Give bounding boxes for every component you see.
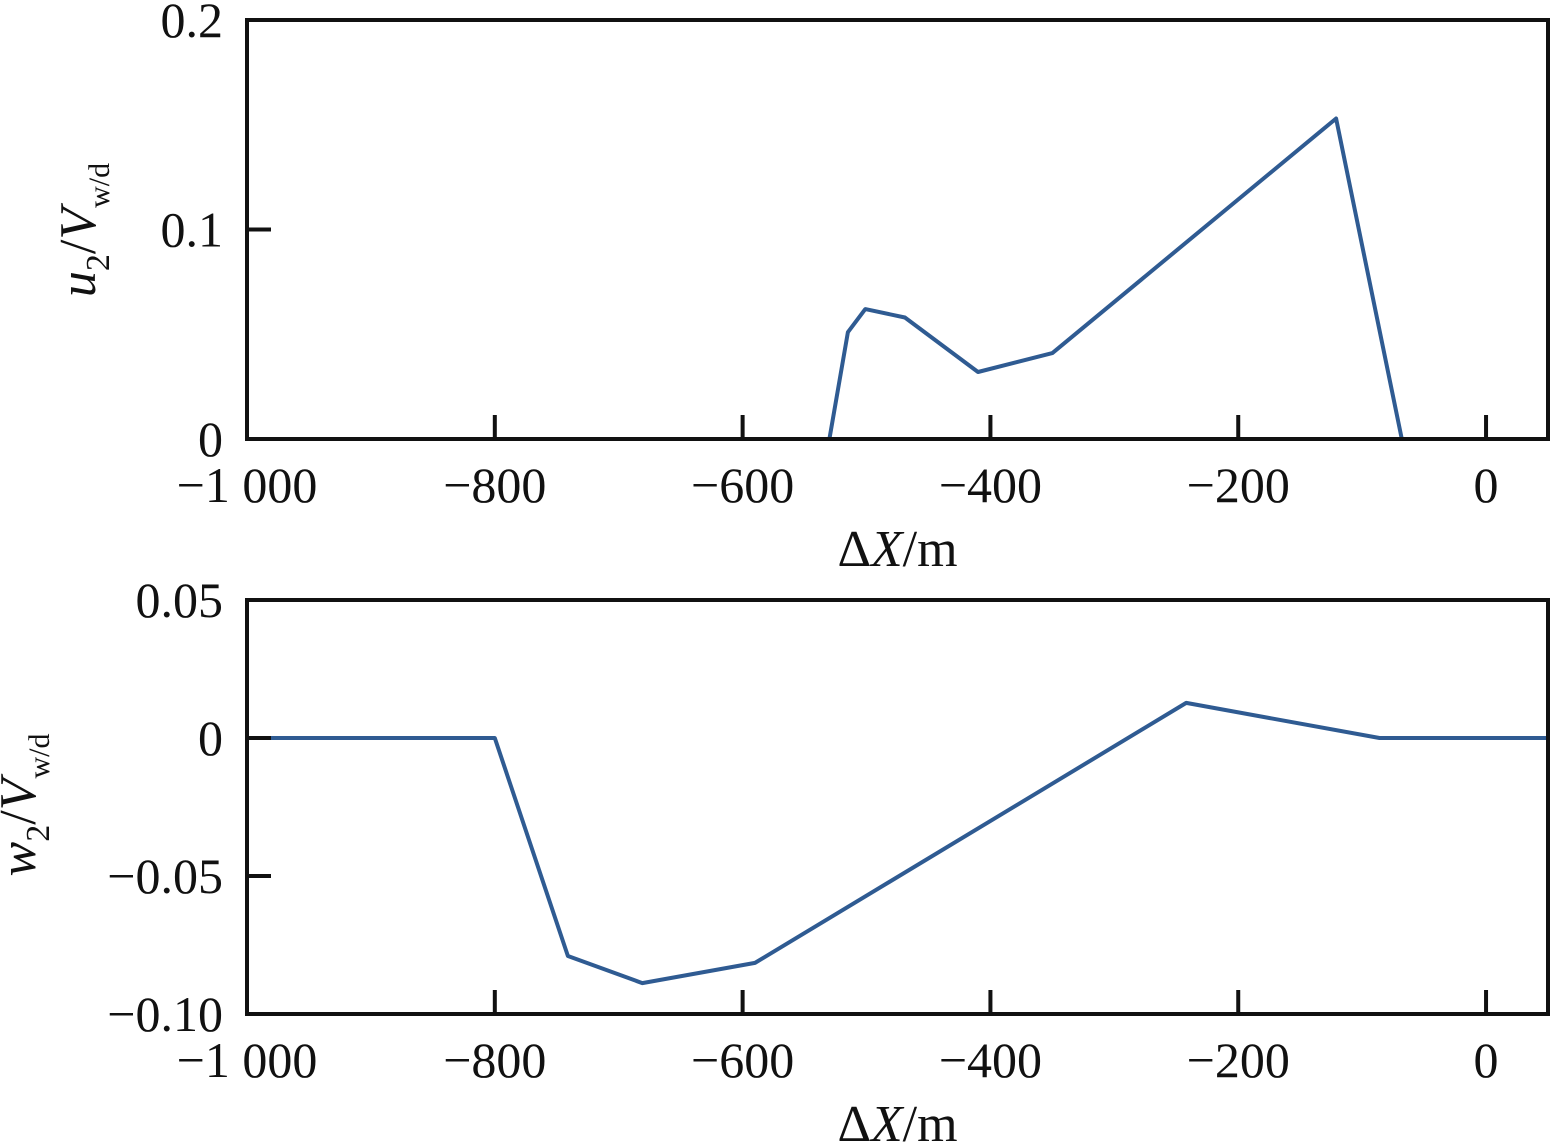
x-tick-label: −400 [939, 1032, 1042, 1088]
y-tick-label: 0.2 [161, 0, 224, 48]
x-label-delta: Δ [837, 1096, 870, 1144]
x-tick-label: −1 000 [177, 1032, 318, 1088]
y-axis-label: u2/Vw/d [50, 163, 117, 297]
x-tick-label: −400 [939, 457, 1042, 513]
x-tick-label: −1 000 [177, 457, 318, 513]
plot-frame [245, 18, 1550, 441]
x-label-delta: Δ [837, 521, 870, 578]
x-axis-label: ΔX/m [837, 521, 957, 578]
x-tick-label: −200 [1187, 457, 1290, 513]
y-label-sub2: w/d [23, 734, 56, 779]
x-tick-label: −800 [443, 457, 546, 513]
y-tick-label: 0 [198, 411, 223, 467]
x-tick-label: −800 [443, 1032, 546, 1088]
y-axis-label: w2/Vw/d [0, 734, 57, 877]
x-tick-label: −600 [691, 1032, 794, 1088]
y-tick-label: −0.10 [107, 986, 223, 1042]
series-line [247, 116, 1548, 441]
x-axis-label: ΔX/m [837, 1096, 957, 1144]
x-tick-label: 0 [1474, 1032, 1499, 1088]
y-tick-label: 0.1 [161, 202, 224, 258]
y-label-var: w [0, 841, 47, 876]
series-line [247, 700, 1548, 986]
x-tick-label: 0 [1474, 457, 1499, 513]
chart-panel-2: −1 000 −800 −600 −400 −200 0 −0.10 −0.05 0 0.05 ΔX… [0, 572, 1550, 1144]
y-label-slash: / [0, 810, 47, 825]
y-tick-label: 0 [198, 710, 223, 766]
y-label-sub: 2 [80, 254, 117, 271]
y-label-sub: 2 [20, 825, 57, 842]
x-label-var: X [869, 1096, 905, 1144]
chart-panel-1: −1 000 −800 −600 −400 −200 0 0 0.1 0.2 ΔX/m u2/Vw/… [50, 0, 1550, 578]
y-tick-label: −0.05 [107, 848, 223, 904]
x-tick-label: −600 [691, 457, 794, 513]
y-label-var2: V [50, 203, 107, 240]
x-tick-label: −200 [1187, 1032, 1290, 1088]
x-label-unit: /m [903, 1096, 958, 1144]
y-label-var: u [50, 271, 107, 297]
y-label-sub2: w/d [83, 163, 116, 208]
plot-frame [245, 598, 1550, 1016]
y-label-slash: / [50, 239, 107, 254]
y-label-var2: V [0, 773, 47, 810]
x-label-unit: /m [903, 521, 958, 578]
x-label-var: X [869, 521, 905, 578]
y-tick-label: 0.05 [136, 572, 224, 628]
